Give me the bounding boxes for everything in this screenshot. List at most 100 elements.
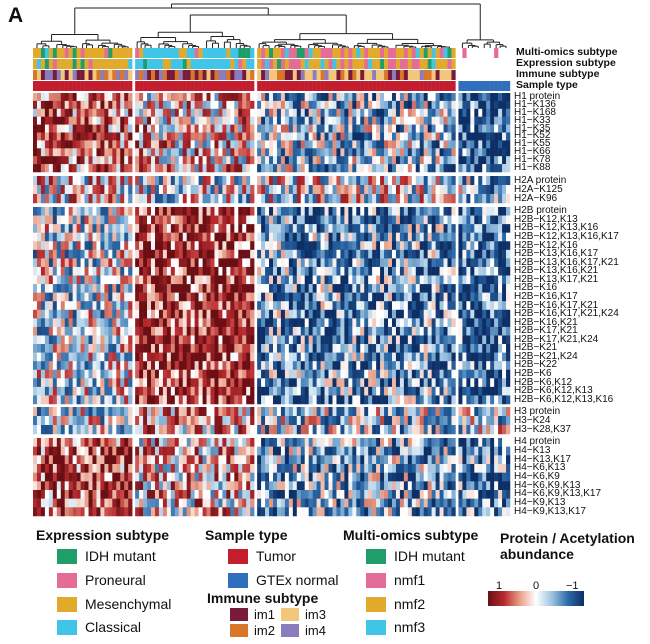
heatmap-cell bbox=[415, 156, 420, 165]
annotation-cell-expression bbox=[280, 59, 286, 69]
heatmap-cell bbox=[447, 194, 452, 204]
heatmap-cell bbox=[340, 148, 345, 157]
heatmap-cell bbox=[269, 164, 274, 173]
heatmap-cell bbox=[120, 207, 125, 216]
heatmap-cell bbox=[222, 369, 227, 379]
heatmap-cell bbox=[68, 275, 73, 285]
heatmap-cell bbox=[108, 249, 113, 259]
heatmap-cell bbox=[380, 176, 385, 186]
heatmap-cell bbox=[486, 116, 491, 125]
heatmap-cell bbox=[52, 224, 58, 233]
heatmap-cell bbox=[222, 194, 227, 204]
heatmap-cell bbox=[384, 232, 389, 242]
heatmap-cell bbox=[158, 140, 164, 149]
heatmap-cell bbox=[478, 395, 483, 405]
heatmap-cell bbox=[376, 258, 381, 268]
heatmap-cell bbox=[431, 207, 436, 216]
heatmap-cell bbox=[226, 378, 231, 388]
heatmap-cell bbox=[139, 100, 144, 110]
heatmap-cell bbox=[178, 148, 183, 157]
heatmap-cell bbox=[296, 335, 302, 345]
heatmap-cell bbox=[364, 124, 369, 133]
heatmap-cell bbox=[261, 249, 266, 259]
heatmap-cell bbox=[360, 352, 365, 362]
heatmap-cell bbox=[174, 215, 180, 225]
heatmap-cell bbox=[166, 309, 172, 319]
heatmap-cell bbox=[100, 224, 105, 233]
heatmap-cell bbox=[364, 275, 369, 285]
heatmap-cell bbox=[308, 292, 313, 302]
annotation-cell-expression bbox=[52, 59, 57, 69]
heatmap-cell bbox=[439, 185, 444, 195]
heatmap-cell bbox=[154, 249, 160, 259]
annotation-cell-expression bbox=[443, 59, 448, 69]
heatmap-cell bbox=[427, 93, 432, 102]
heatmap-cell bbox=[206, 156, 211, 165]
heatmap-cell bbox=[108, 132, 113, 141]
heatmap-cell bbox=[151, 258, 156, 268]
heatmap-cell bbox=[431, 361, 436, 370]
heatmap-cell bbox=[242, 318, 247, 328]
heatmap-cell bbox=[210, 326, 215, 336]
heatmap-cell bbox=[427, 185, 432, 195]
annotation-cell-immune bbox=[162, 70, 168, 80]
heatmap-cell bbox=[292, 407, 298, 417]
annotation-cell-multiomics bbox=[356, 48, 361, 58]
heatmap-cell bbox=[320, 148, 325, 157]
annotation-cell-immune bbox=[72, 70, 77, 80]
heatmap-cell bbox=[56, 318, 62, 328]
heatmap-cell bbox=[36, 100, 42, 110]
heatmap-cell bbox=[458, 108, 463, 117]
heatmap-cell bbox=[439, 292, 444, 302]
heatmap-cell bbox=[391, 344, 397, 353]
heatmap-cell bbox=[250, 207, 255, 216]
heatmap-cell bbox=[458, 352, 463, 362]
heatmap-cell bbox=[419, 232, 424, 242]
heatmap-cell bbox=[427, 232, 432, 242]
heatmap-cell bbox=[198, 232, 203, 242]
heatmap-cell bbox=[308, 215, 313, 225]
heatmap-cell bbox=[304, 207, 309, 216]
heatmap-cell bbox=[451, 176, 456, 186]
heatmap-cell bbox=[56, 249, 62, 259]
heatmap-cell bbox=[230, 93, 235, 102]
heatmap-cell bbox=[348, 344, 353, 353]
heatmap-cell bbox=[269, 369, 274, 379]
heatmap-cell bbox=[399, 140, 405, 149]
heatmap-cell bbox=[276, 100, 282, 110]
heatmap-cell bbox=[320, 284, 325, 293]
heatmap-cell bbox=[356, 232, 361, 242]
heatmap-cell bbox=[162, 258, 168, 268]
heatmap-cell bbox=[447, 249, 452, 259]
heatmap-cell bbox=[296, 301, 302, 311]
heatmap-cell bbox=[265, 266, 270, 276]
heatmap-cell bbox=[100, 301, 105, 311]
heatmap-cell bbox=[120, 116, 125, 125]
heatmap-cell bbox=[419, 378, 424, 388]
heatmap-cell bbox=[269, 378, 274, 388]
annotation-cell-sample bbox=[482, 81, 487, 91]
heatmap-cell bbox=[368, 275, 373, 285]
heatmap-cell bbox=[376, 344, 381, 353]
heatmap-cell bbox=[182, 284, 187, 293]
annotation-cell-immune bbox=[178, 70, 183, 80]
heatmap-cell bbox=[439, 100, 444, 110]
heatmap-cell bbox=[250, 378, 255, 388]
heatmap-cell bbox=[466, 301, 471, 311]
heatmap-cell bbox=[407, 258, 413, 268]
heatmap-cell bbox=[178, 156, 183, 165]
heatmap-cell bbox=[312, 108, 317, 117]
heatmap-cell bbox=[68, 266, 73, 276]
heatmap-cell bbox=[316, 140, 321, 149]
heatmap-cell bbox=[40, 344, 46, 353]
heatmap-cell bbox=[458, 386, 463, 396]
heatmap-cell bbox=[214, 258, 219, 268]
heatmap-cell bbox=[269, 194, 274, 204]
heatmap-cell bbox=[407, 352, 413, 362]
annotation-cell-expression bbox=[218, 59, 223, 69]
heatmap-cell bbox=[242, 275, 247, 285]
heatmap-cell bbox=[470, 249, 475, 259]
heatmap-cell bbox=[198, 284, 203, 293]
heatmap-cell bbox=[502, 185, 507, 195]
heatmap-cell bbox=[486, 215, 491, 225]
